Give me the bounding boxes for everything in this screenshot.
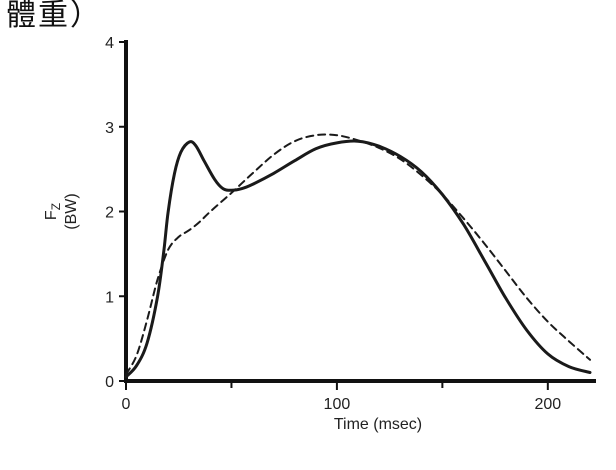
y-tick-label: 0 (105, 374, 114, 391)
series-lines (124, 133, 592, 379)
y-tick-label: 3 (105, 120, 114, 137)
y-axis-label-f: F (43, 210, 60, 220)
y-axis-label-unit: (BW) (63, 193, 80, 229)
x-axis-label: Time (msec) (334, 416, 422, 433)
y-axis-label-sub: Z (49, 203, 63, 210)
tick-marks (119, 41, 549, 390)
axis-labels: Time (msec) FZ (BW) 0 1 2 3 4 0 100 200 (43, 35, 561, 433)
y-tick-label: 1 (105, 289, 114, 306)
x-tick-label: 0 (122, 396, 131, 413)
series-line-dashed (125, 133, 591, 376)
y-axis-label-symbol: FZ (43, 203, 63, 220)
x-tick-label: 200 (534, 396, 561, 413)
caption-text: 體重） (6, 0, 102, 33)
series-line-solid (124, 139, 592, 379)
chart-axes (124, 40, 596, 383)
y-tick-label: 2 (105, 205, 114, 222)
y-axis-label: FZ (BW) (43, 193, 80, 229)
x-tick-label: 100 (324, 396, 351, 413)
y-tick-label: 4 (105, 35, 114, 52)
